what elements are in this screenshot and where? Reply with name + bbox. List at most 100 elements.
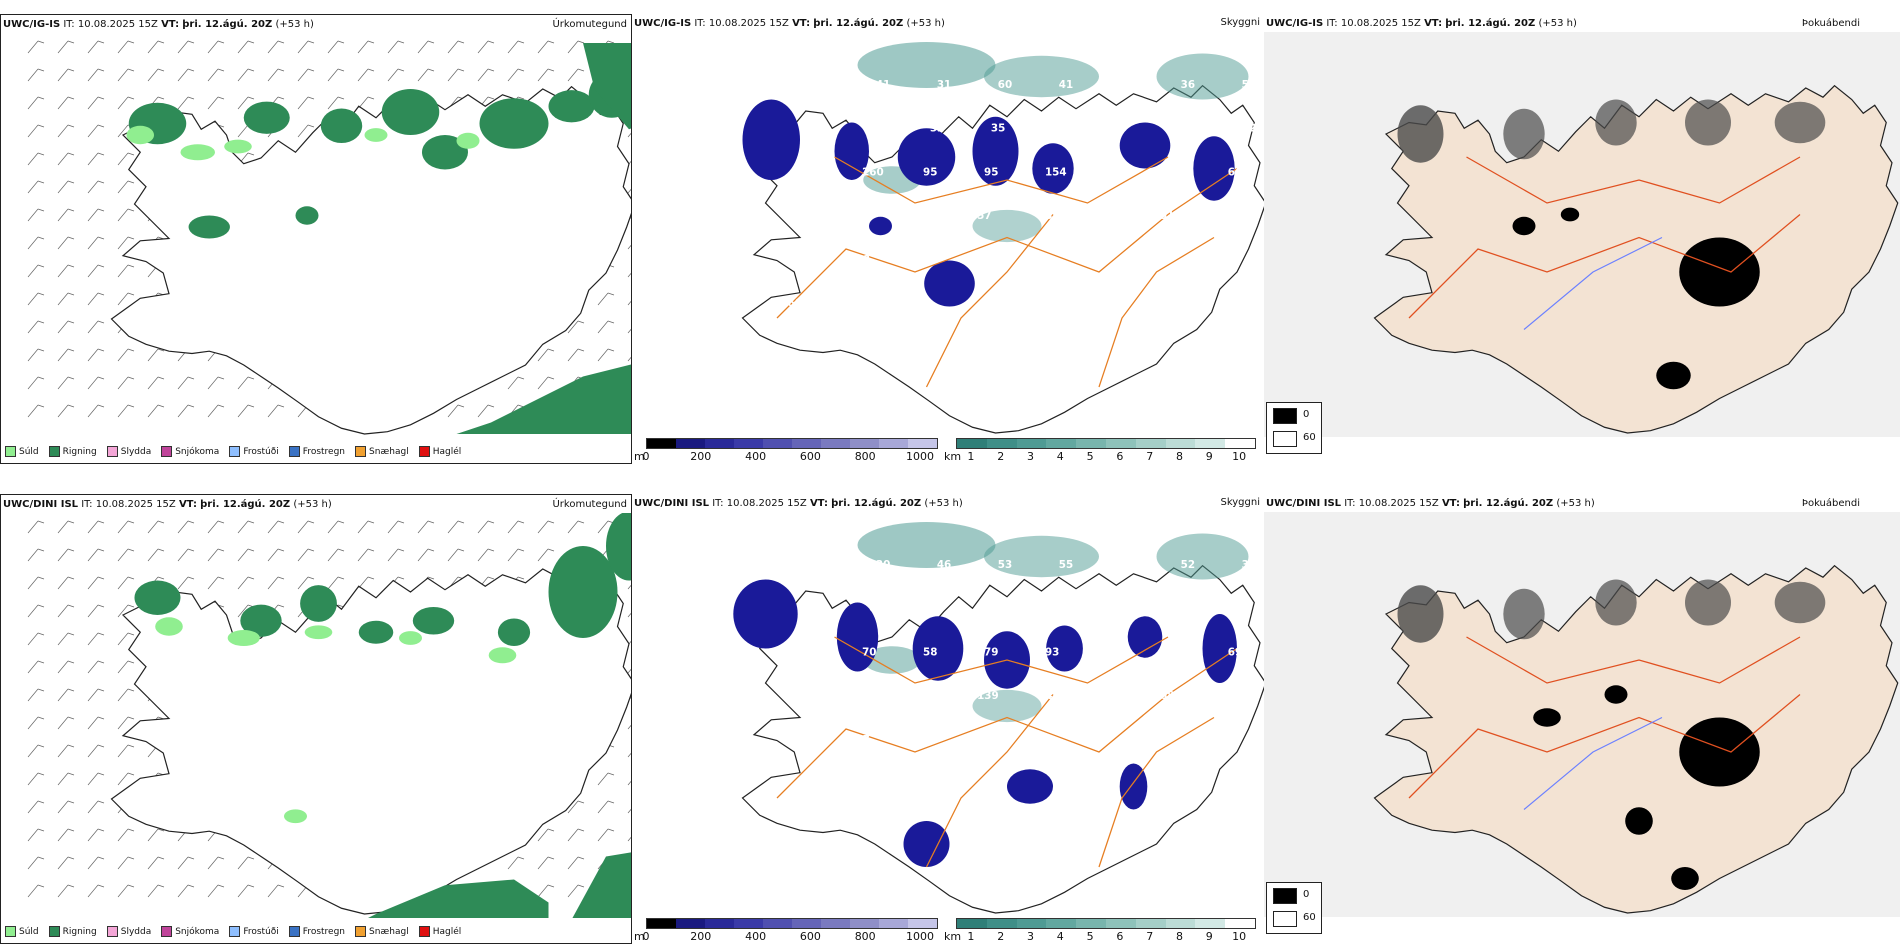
wind-barb bbox=[507, 856, 519, 870]
legend-item: Frostúði bbox=[229, 926, 279, 937]
colorbar-tick: 800 bbox=[854, 450, 876, 463]
colorbar-cell bbox=[1105, 439, 1136, 448]
fog-map bbox=[1264, 512, 1900, 917]
black-label: 0 bbox=[1303, 409, 1310, 420]
colorbar-tick: 1000 bbox=[906, 450, 934, 463]
ceiling-value: 79 bbox=[1099, 210, 1113, 222]
wind-barb bbox=[27, 40, 39, 54]
wind-barb bbox=[247, 856, 255, 860]
legend-item: Frostregn bbox=[288, 446, 345, 457]
wind-barb bbox=[87, 884, 99, 898]
legend-label: Haglél bbox=[432, 926, 462, 937]
ceiling-value: 43 bbox=[1106, 646, 1120, 658]
wind-barb bbox=[267, 520, 279, 534]
ceiling-value: 66 bbox=[1228, 166, 1242, 178]
wind-barb bbox=[177, 548, 189, 562]
wind-barb bbox=[57, 264, 69, 278]
wind-barb bbox=[127, 208, 135, 212]
ceiling-area bbox=[1007, 769, 1053, 804]
wind-barb bbox=[157, 828, 165, 832]
colorbar-cell bbox=[705, 919, 734, 928]
wind-barb bbox=[247, 548, 255, 552]
wind-barb bbox=[337, 520, 345, 524]
wind-barb bbox=[187, 884, 195, 888]
wind-barb bbox=[67, 800, 75, 804]
panel-header: UWC/IG-IS IT: 10.08.2025 15Z VT: þri. 12… bbox=[1266, 18, 1577, 29]
drizzle-area bbox=[155, 617, 183, 636]
colorbar-tick: 400 bbox=[745, 450, 767, 463]
ceiling-area bbox=[924, 260, 975, 307]
colorbar-cell bbox=[908, 919, 937, 928]
road-line bbox=[1466, 636, 1801, 684]
wind-barb bbox=[97, 404, 105, 408]
wind-barb bbox=[67, 660, 75, 664]
colorbar-cell bbox=[1225, 439, 1255, 448]
ceiling-value: 35 bbox=[991, 123, 1005, 135]
wind-barb bbox=[297, 40, 309, 54]
fog-black bbox=[1604, 685, 1628, 704]
ceiling-value: 142 bbox=[855, 690, 877, 702]
wind-barb bbox=[37, 180, 45, 184]
wind-barb bbox=[427, 40, 435, 44]
wind-barb bbox=[207, 884, 219, 898]
road-line bbox=[925, 694, 1054, 868]
drizzle-area bbox=[488, 647, 517, 664]
wind-barb bbox=[357, 68, 369, 82]
ceiling-value: 176 bbox=[1167, 166, 1189, 178]
legend-label: Slydda bbox=[120, 446, 152, 457]
wind-barb bbox=[37, 208, 45, 212]
wind-barb bbox=[267, 404, 279, 418]
colorbar-cell bbox=[850, 919, 879, 928]
legend-item: Haglél bbox=[418, 926, 462, 937]
ceiling-value: 63 bbox=[916, 210, 930, 222]
wind-barb bbox=[57, 688, 69, 702]
wind-barb bbox=[87, 632, 99, 646]
colorbar-cell bbox=[957, 439, 987, 448]
ceiling-value: 50 bbox=[970, 254, 984, 266]
wind-barb bbox=[37, 828, 45, 832]
wind-barb bbox=[567, 320, 579, 334]
ceiling-value: 153 bbox=[916, 690, 938, 702]
wind-barb bbox=[67, 604, 75, 608]
wind-barb bbox=[627, 808, 631, 814]
wind-barb bbox=[537, 376, 549, 390]
wind-barb bbox=[27, 772, 39, 786]
ceiling-value: 56 bbox=[1174, 603, 1188, 615]
legend-label: Snæhagl bbox=[369, 926, 409, 937]
ceiling-area bbox=[1032, 143, 1074, 194]
wind-barb bbox=[567, 520, 579, 534]
wind-barb bbox=[177, 40, 189, 54]
ceiling-area bbox=[912, 616, 964, 681]
ceiling-value: 31 bbox=[937, 79, 951, 91]
wind-barb bbox=[267, 576, 279, 590]
wind-barb bbox=[357, 548, 369, 562]
colorbar-tick: 400 bbox=[745, 930, 767, 943]
fog-black bbox=[1533, 708, 1561, 727]
visibility-area bbox=[984, 55, 1099, 98]
wind-barb bbox=[97, 180, 105, 184]
wind-barb bbox=[577, 68, 585, 72]
wind-barb bbox=[577, 856, 585, 860]
legend-label: Snjókoma bbox=[175, 446, 220, 457]
ceiling-value: 55 bbox=[909, 254, 923, 266]
wind-barb bbox=[367, 96, 375, 100]
wind-barb bbox=[37, 716, 45, 720]
white-swatch bbox=[1273, 431, 1297, 447]
ceiling-value: 61 bbox=[869, 603, 883, 615]
ceiling-value: 313 bbox=[801, 646, 823, 658]
wind-barb bbox=[37, 604, 45, 608]
wind-barb bbox=[87, 716, 99, 730]
panel-title: Þokuábendi bbox=[1801, 18, 1860, 29]
wind-barb bbox=[627, 244, 631, 250]
wind-barb bbox=[577, 348, 585, 352]
colorbar-cell bbox=[1016, 439, 1047, 448]
ceiling-value: 68 bbox=[1160, 690, 1174, 702]
wind-barb bbox=[237, 548, 249, 562]
wind-barb bbox=[627, 132, 631, 138]
wind-barb bbox=[67, 124, 75, 128]
legend-item: Slydda bbox=[106, 446, 152, 457]
ceiling-area bbox=[1127, 616, 1163, 658]
road-line bbox=[834, 636, 1169, 684]
drizzle-area bbox=[224, 139, 252, 154]
wind-barb bbox=[187, 376, 195, 380]
